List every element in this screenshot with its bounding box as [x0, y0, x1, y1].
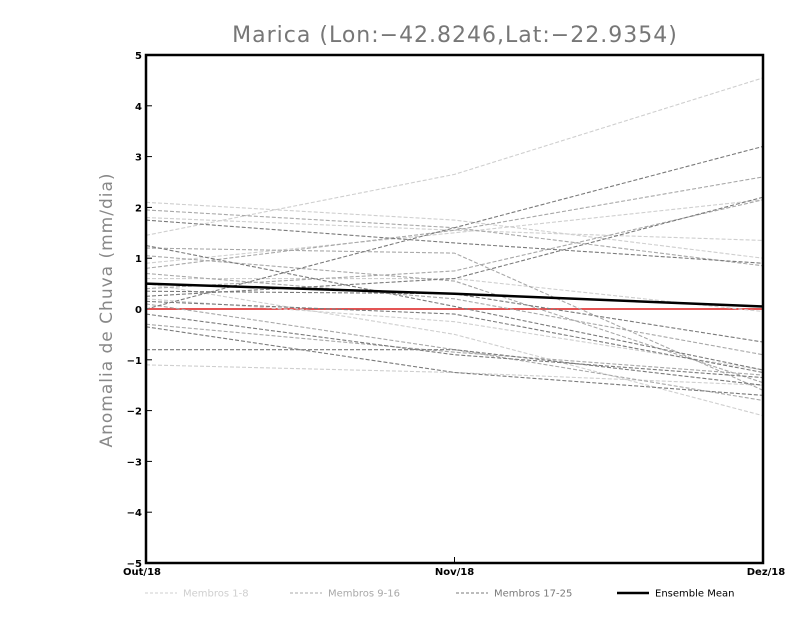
chart-title: Marica (Lon:−42.8246,Lat:−22.9354) [232, 23, 678, 48]
member-series-line [145, 300, 764, 374]
y-tick-label: 4 [135, 102, 142, 113]
member-series-line [145, 196, 764, 297]
member-series-line [145, 77, 764, 236]
member-series-line [145, 176, 764, 269]
x-axis-ticks: Out/18 Nov/18 Dez/18 [123, 557, 785, 578]
member-series-line [145, 272, 764, 356]
y-tick-label: 3 [135, 153, 142, 164]
member-series-line [145, 364, 764, 386]
member-series-line [145, 199, 764, 264]
member-series-line [145, 303, 764, 401]
y-tick-label: −1 [127, 356, 142, 367]
y-axis-label: Anomalia de Chuva (mm/dia) [97, 172, 117, 447]
legend-label: Membros 17-25 [494, 589, 572, 600]
member-series-line [145, 323, 764, 376]
member-series-line [145, 145, 764, 310]
member-series-line [145, 298, 764, 371]
member-series-line [145, 247, 764, 391]
legend-label: Membros 1-8 [183, 589, 249, 600]
legend-label: Membros 9-16 [328, 589, 400, 600]
plot-frame [144, 53, 765, 565]
member-series-line [145, 201, 764, 259]
x-tick-label: Out/18 [123, 567, 161, 578]
member-series-line [145, 283, 764, 417]
y-tick-label: 5 [135, 51, 142, 62]
y-tick-label: 1 [135, 254, 142, 265]
legend: Membros 1-8 Membros 9-16 Membros 17-25 Ense… [145, 589, 734, 600]
x-tick-label: Dez/18 [747, 567, 786, 578]
member-series-line [145, 219, 764, 264]
y-axis-ticks: 5 4 3 2 1 0 −1 −2 −3 −4 −5 [127, 51, 152, 570]
ensemble-mean-line [145, 282, 764, 308]
member-series-line [145, 217, 764, 241]
member-series-line [145, 199, 764, 290]
y-tick-label: −2 [127, 407, 142, 418]
member-series-line [145, 313, 764, 379]
member-series-line [146, 349, 764, 386]
legend-label: Ensemble Mean [655, 589, 734, 600]
member-series-line [145, 244, 764, 371]
x-tick-label: Nov/18 [435, 567, 474, 578]
y-tick-label: −3 [127, 457, 142, 468]
member-series-line [145, 255, 764, 384]
y-tick-label: −4 [127, 508, 142, 519]
plot-series [145, 77, 764, 417]
y-tick-label: 0 [135, 305, 142, 316]
y-tick-label: −5 [127, 559, 142, 570]
member-series-line [145, 326, 764, 396]
y-tick-label: 2 [135, 203, 142, 214]
